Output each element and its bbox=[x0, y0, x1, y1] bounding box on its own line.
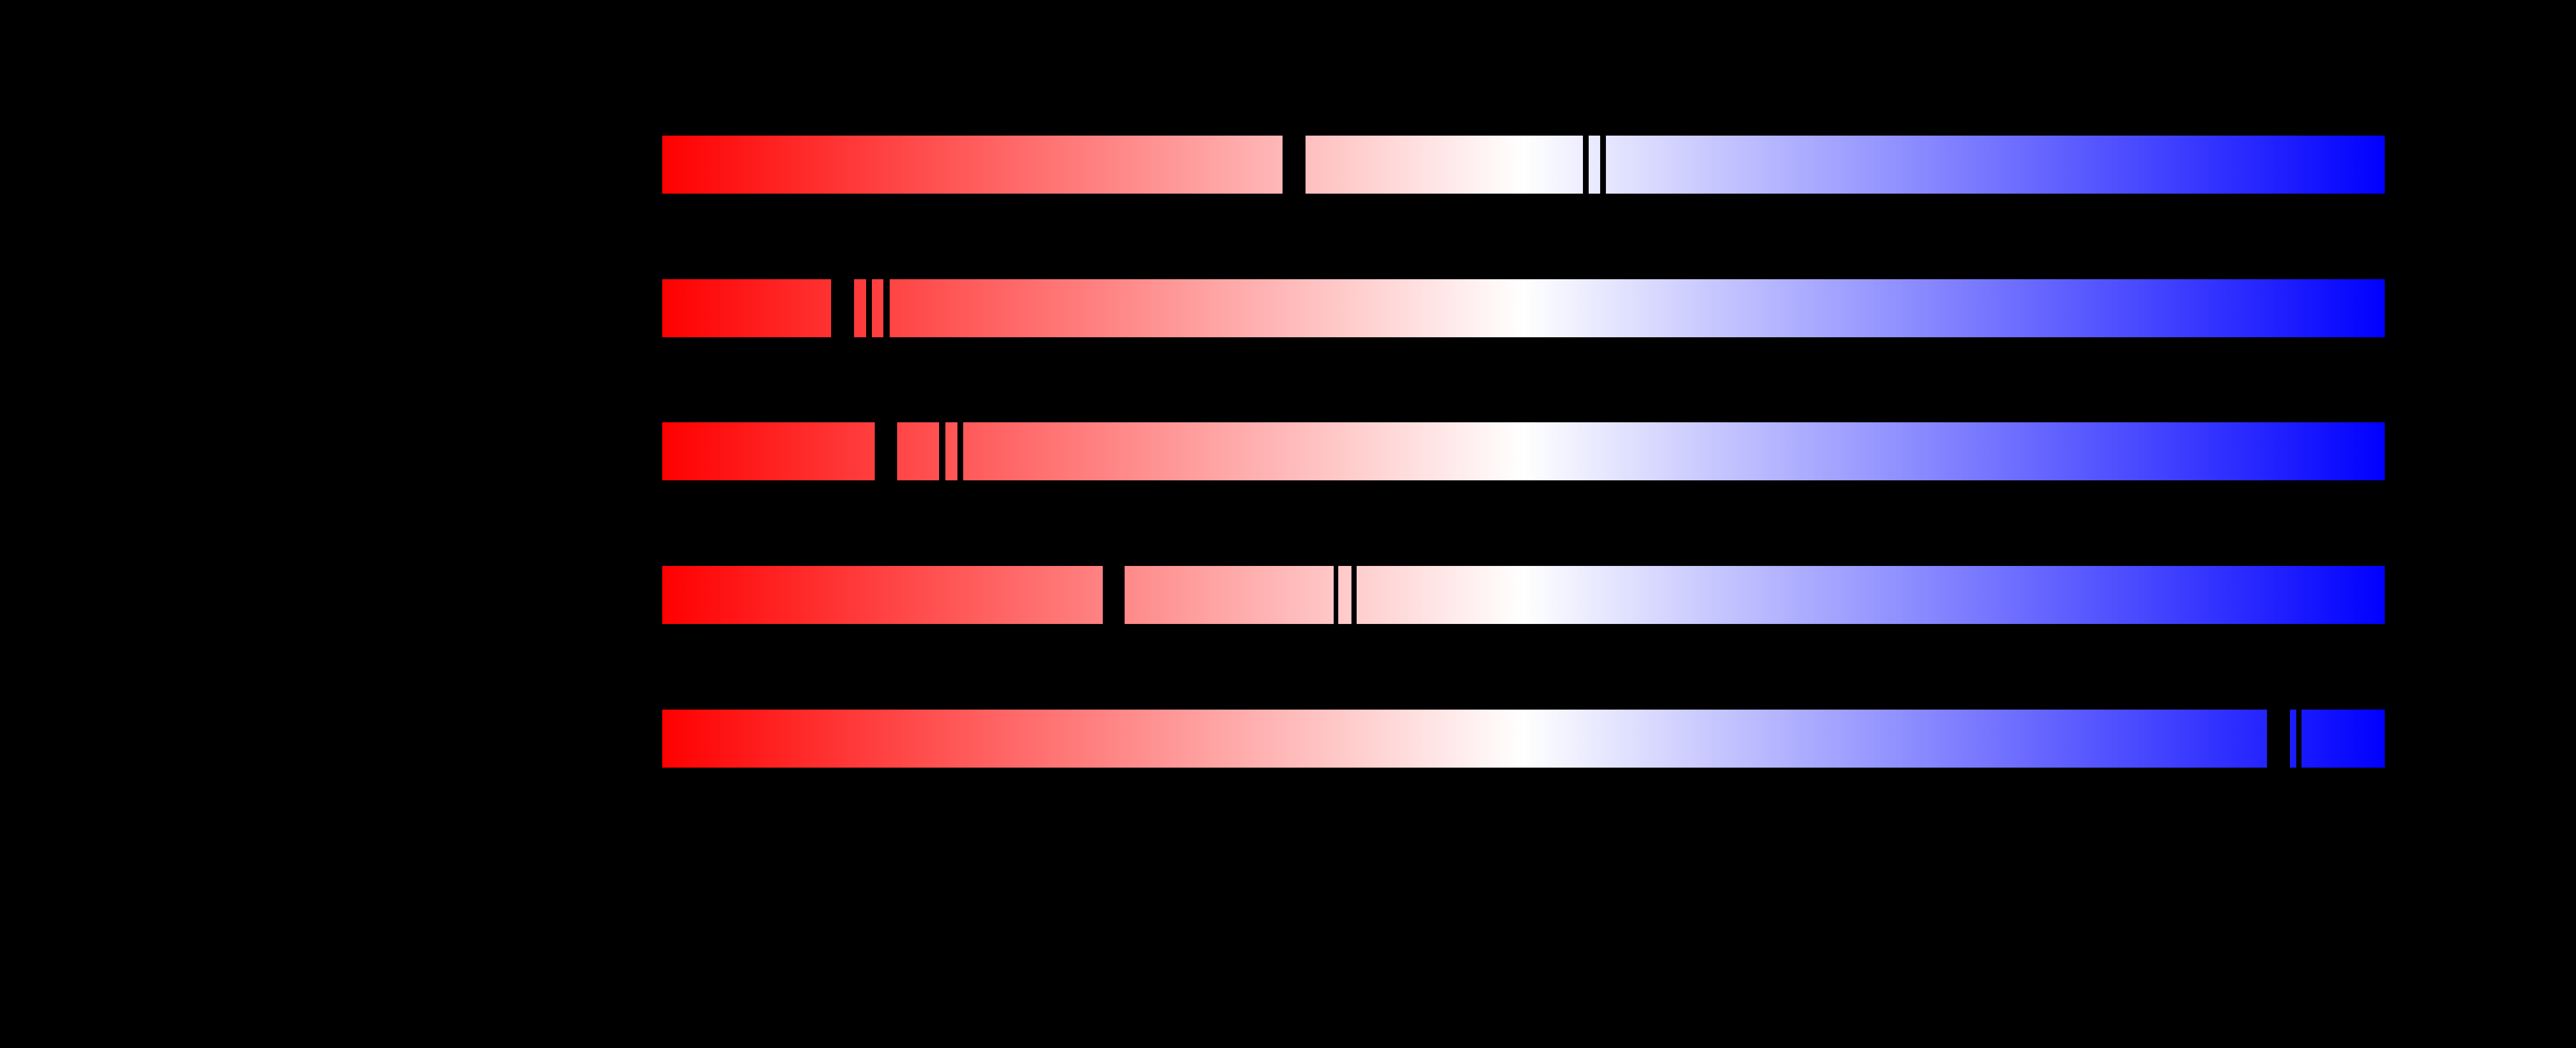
thick-tick-marker bbox=[2267, 710, 2290, 768]
gradient-bar-bar-2 bbox=[662, 279, 2385, 337]
thin-tick-marker bbox=[2296, 710, 2301, 768]
thick-tick-marker bbox=[1283, 136, 1306, 194]
gradient-bar-bar-1 bbox=[662, 136, 2385, 194]
thin-tick-marker bbox=[1583, 136, 1589, 194]
thin-tick-marker bbox=[883, 279, 890, 337]
gradient-bar-bar-4 bbox=[662, 566, 2385, 624]
thin-tick-marker bbox=[1334, 566, 1338, 624]
thick-tick-marker bbox=[875, 422, 897, 480]
gradient-bar-bar-3 bbox=[662, 422, 2385, 480]
thick-tick-marker bbox=[831, 279, 854, 337]
gradient-bar-bar-5 bbox=[662, 710, 2385, 768]
thin-tick-marker bbox=[957, 422, 963, 480]
thin-tick-marker bbox=[939, 422, 945, 480]
thin-tick-marker bbox=[866, 279, 872, 337]
thick-tick-marker bbox=[1103, 566, 1125, 624]
thin-tick-marker bbox=[1351, 566, 1357, 624]
thin-tick-marker bbox=[1600, 136, 1606, 194]
